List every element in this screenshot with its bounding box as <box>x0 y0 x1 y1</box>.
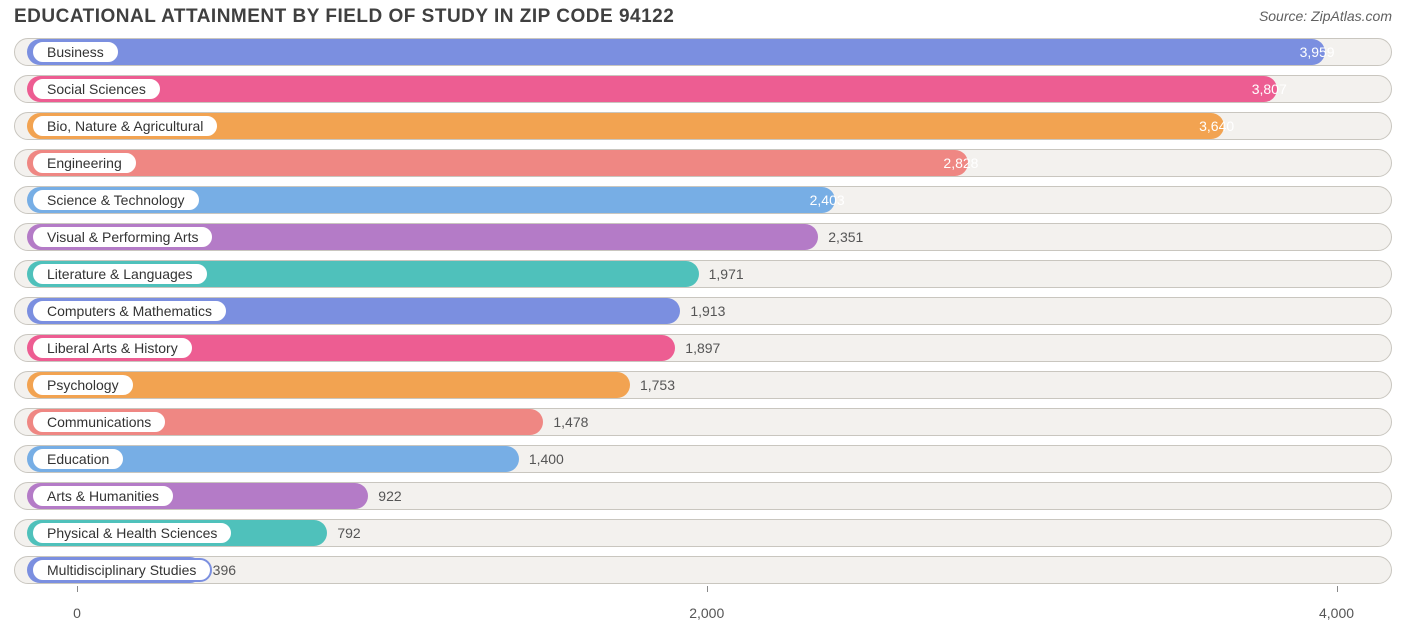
bar-row: Engineering 2,828 <box>14 149 1392 177</box>
bar-track: Business 3,959 <box>14 38 1392 66</box>
x-axis: 0 2,000 4,000 <box>14 605 1392 627</box>
chart-area: Business 3,959 Social Sciences 3,807 Bio, Na… <box>14 38 1392 603</box>
chart-source: Source: ZipAtlas.com <box>1259 8 1392 24</box>
value-label: 2,828 <box>943 155 978 171</box>
category-label: Social Sciences <box>31 77 162 101</box>
category-label: Engineering <box>31 151 138 175</box>
category-label: Science & Technology <box>31 188 201 212</box>
category-label: Multidisciplinary Studies <box>31 558 212 582</box>
value-label: 1,971 <box>709 266 744 282</box>
category-label: Physical & Health Sciences <box>31 521 233 545</box>
bar-row: Computers & Mathematics 1,913 <box>14 297 1392 325</box>
bar-track: Education 1,400 <box>14 445 1392 473</box>
category-label: Bio, Nature & Agricultural <box>31 114 219 138</box>
bar <box>27 76 1277 102</box>
value-label: 1,478 <box>553 414 588 430</box>
category-label: Education <box>31 447 125 471</box>
bar-row: Arts & Humanities 922 <box>14 482 1392 510</box>
bar-row: Psychology 1,753 <box>14 371 1392 399</box>
bar-row: Bio, Nature & Agricultural 3,640 <box>14 112 1392 140</box>
value-label: 2,351 <box>828 229 863 245</box>
bar-track: Computers & Mathematics 1,913 <box>14 297 1392 325</box>
category-label: Computers & Mathematics <box>31 299 228 323</box>
tick-label: 0 <box>73 605 81 621</box>
bar-track: Science & Technology 2,403 <box>14 186 1392 214</box>
bar-track: Visual & Performing Arts 2,351 <box>14 223 1392 251</box>
category-label: Communications <box>31 410 167 434</box>
tick-label: 4,000 <box>1319 605 1354 621</box>
category-label: Literature & Languages <box>31 262 209 286</box>
bar-track: Multidisciplinary Studies396 <box>14 556 1392 584</box>
category-label: Liberal Arts & History <box>31 336 194 360</box>
value-label: 1,753 <box>640 377 675 393</box>
bar-track: Social Sciences 3,807 <box>14 75 1392 103</box>
tick-line <box>707 586 708 592</box>
bar-track: Bio, Nature & Agricultural 3,640 <box>14 112 1392 140</box>
bar-track: Communications 1,478 <box>14 408 1392 436</box>
chart-title: EDUCATIONAL ATTAINMENT BY FIELD OF STUDY… <box>14 6 674 28</box>
bar-row: Visual & Performing Arts 2,351 <box>14 223 1392 251</box>
bar-track: Liberal Arts & History 1,897 <box>14 334 1392 362</box>
bar-row: Science & Technology 2,403 <box>14 186 1392 214</box>
category-label: Arts & Humanities <box>31 484 175 508</box>
bar-track: Engineering 2,828 <box>14 149 1392 177</box>
bar-row: Multidisciplinary Studies396 <box>14 556 1392 584</box>
value-label: 3,640 <box>1199 118 1234 134</box>
bar <box>27 39 1325 65</box>
bar-row: Physical & Health Sciences 792 <box>14 519 1392 547</box>
value-label: 1,400 <box>529 451 564 467</box>
tick-line <box>1337 586 1338 592</box>
value-label: 1,913 <box>690 303 725 319</box>
bar-row: Liberal Arts & History 1,897 <box>14 334 1392 362</box>
bar-row: Social Sciences 3,807 <box>14 75 1392 103</box>
bar-track: Literature & Languages 1,971 <box>14 260 1392 288</box>
bar-track: Physical & Health Sciences 792 <box>14 519 1392 547</box>
value-label: 922 <box>378 488 401 504</box>
bar-track: Arts & Humanities 922 <box>14 482 1392 510</box>
bar-row: Education 1,400 <box>14 445 1392 473</box>
value-label: 792 <box>337 525 360 541</box>
value-label: 396 <box>213 562 236 578</box>
value-label: 3,959 <box>1300 44 1335 60</box>
bar <box>27 150 968 176</box>
bar-row: Business 3,959 <box>14 38 1392 66</box>
category-label: Visual & Performing Arts <box>31 225 214 249</box>
value-label: 2,403 <box>810 192 845 208</box>
category-label: Business <box>31 40 120 64</box>
value-label: 1,897 <box>685 340 720 356</box>
value-label: 3,807 <box>1252 81 1287 97</box>
category-label: Psychology <box>31 373 135 397</box>
bar-row: Literature & Languages 1,971 <box>14 260 1392 288</box>
tick-line <box>77 586 78 592</box>
bar-track: Psychology 1,753 <box>14 371 1392 399</box>
bar-row: Communications 1,478 <box>14 408 1392 436</box>
tick-label: 2,000 <box>689 605 724 621</box>
